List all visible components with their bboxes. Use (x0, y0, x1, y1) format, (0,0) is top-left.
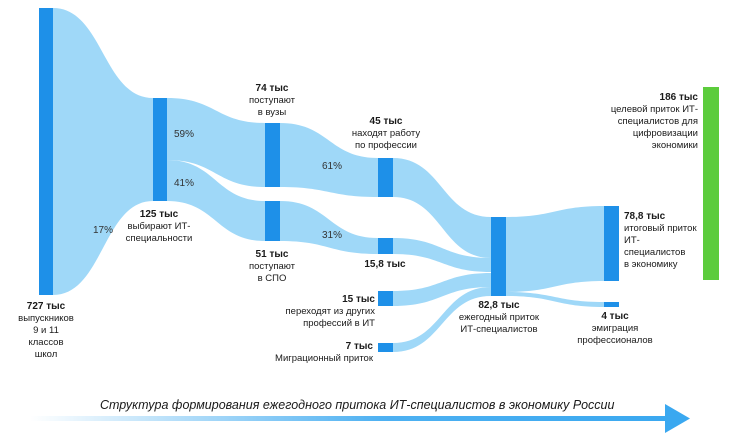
label-migration: 7 тыс Миграционный приток (275, 341, 373, 364)
flow-job-to-inflow (393, 158, 491, 258)
nodes (39, 8, 719, 352)
node-emigration (604, 302, 619, 307)
flow-spo-to-job (280, 201, 378, 254)
node-target (703, 87, 719, 280)
label-choose-it: 125 тыс выбирают ИТ-специальности (125, 209, 193, 244)
node-migration (378, 343, 393, 352)
node-annual-inflow (491, 217, 506, 296)
flow-migration-to-inflow (393, 287, 491, 352)
flow-universities-to-job (280, 123, 378, 197)
pct-university-employment: 61% (322, 161, 343, 172)
label-spo: 51 тыс поступают в СПО (248, 249, 296, 284)
label-total-inflow: 78,8 тыс итоговый приток ИТ-специалистов в … (624, 211, 697, 270)
node-spo (265, 201, 280, 241)
label-universities: 74 тыс поступают в вузы (248, 83, 296, 118)
label-find-job: 45 тыс находят работу по профессии (351, 116, 421, 151)
flow-to-universities (167, 98, 265, 187)
pct-spo-employment: 31% (322, 230, 343, 241)
pct-to-universities: 59% (174, 129, 195, 140)
flow-inflow-to-emigration (506, 292, 604, 307)
label-target: 186 тыс целевой приток ИТ-специалистов дл… (610, 92, 698, 151)
arrow-head (665, 404, 690, 433)
node-find-job (378, 158, 393, 197)
node-spo-out (378, 238, 393, 254)
label-graduates: 727 тыс выпускников 9 и 11 классов школ (18, 301, 74, 360)
timeline-arrow (30, 404, 690, 433)
node-total-inflow (604, 206, 619, 281)
label-emigration: 4 тыс эмиграция профессионалов (577, 311, 653, 346)
node-other-prof (378, 291, 393, 306)
flow-to-spo (167, 160, 265, 241)
flow-graduates-to-it (53, 8, 153, 295)
node-graduates (39, 8, 53, 295)
label-other-prof: 15 тыс переходят из других профессий в ИТ (285, 294, 375, 329)
flows (53, 8, 604, 352)
arrow-shaft (30, 416, 670, 421)
node-choose-it (153, 98, 167, 201)
label-spo-out: 15,8 тыс (364, 259, 406, 270)
flow-other-prof-to-inflow (393, 273, 491, 306)
flow-spo-out-to-inflow (393, 238, 491, 272)
flow-inflow-to-total (506, 206, 604, 292)
pct-graduates-to-it: 17% (93, 225, 114, 236)
node-universities (265, 123, 280, 187)
diagram-caption: Структура формирования ежегодного приток… (100, 398, 615, 412)
label-annual-inflow: 82,8 тыс ежегодный приток ИТ-специалистов (458, 300, 540, 335)
pct-to-spo: 41% (174, 178, 195, 189)
